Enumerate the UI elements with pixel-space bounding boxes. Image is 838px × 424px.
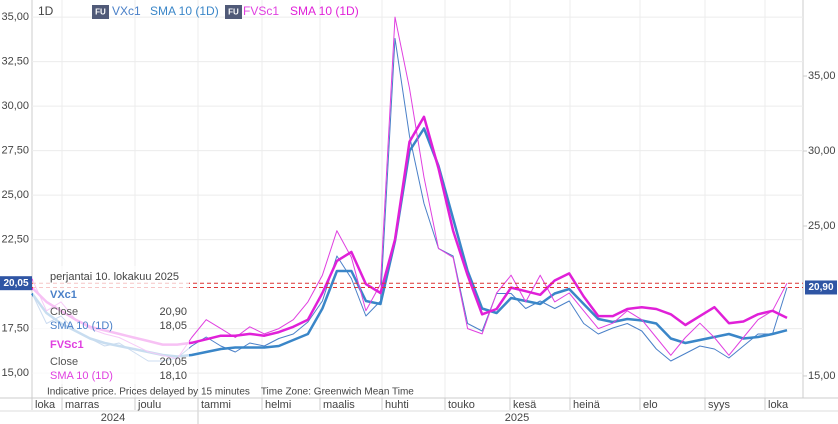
x-tick-label: elo xyxy=(643,399,658,411)
tooltip-label: SMA 10 (1D) xyxy=(50,370,113,382)
badge-text: FU xyxy=(95,8,106,17)
tooltip-value: 20,05 xyxy=(159,356,187,368)
badge-text: FU xyxy=(228,8,239,17)
y2-tick-label: 35,00 xyxy=(808,70,836,82)
tooltip-box xyxy=(33,266,189,384)
tooltip-value: 18,05 xyxy=(159,320,187,332)
y-tick-label: 32,50 xyxy=(1,55,29,67)
tooltip-label: SMA 10 (1D) xyxy=(50,320,113,332)
marker-box xyxy=(0,276,32,291)
y2-tick-label: 30,00 xyxy=(808,145,836,157)
x-tick-label: kesä xyxy=(513,399,537,411)
interval: 1D xyxy=(38,4,54,18)
tooltip-value: 18,10 xyxy=(159,370,187,382)
y-tick-label: 27,50 xyxy=(1,144,29,156)
tooltip-value: 20,90 xyxy=(159,306,187,318)
tooltip-label: Close xyxy=(50,306,78,318)
x-tick-label: helmi xyxy=(265,399,291,411)
marker-label: 20,90 xyxy=(808,282,833,293)
tooltip-date: perjantai 10. lokakuu 2025 xyxy=(50,271,179,283)
x-tick-label: huhti xyxy=(385,399,409,411)
year-label: 2025 xyxy=(505,412,529,424)
y-tick-label: 30,00 xyxy=(1,100,29,112)
x-tick-label: syys xyxy=(708,399,731,411)
y-tick-label: 15,00 xyxy=(1,367,29,379)
x-tick-label: touko xyxy=(448,399,475,411)
y-tick-label: 17,50 xyxy=(1,322,29,334)
x-tick-label: heinä xyxy=(573,399,601,411)
legend-entry: SMA 10 (1D) xyxy=(290,4,359,18)
tooltip-series: VXc1 xyxy=(50,289,77,301)
footnote: Indicative price. Prices delayed by 15 m… xyxy=(47,387,414,398)
marker-label: 20,05 xyxy=(3,278,28,289)
tooltip-label: Close xyxy=(50,356,78,368)
x-tick-label: loka xyxy=(768,399,789,411)
badge xyxy=(92,5,109,19)
legend-entry: FVSc1 xyxy=(243,4,279,18)
x-tick-label: marras xyxy=(65,399,100,411)
tooltip-series: FVSc1 xyxy=(50,339,84,351)
badge xyxy=(225,5,242,19)
y2-tick-label: 15,00 xyxy=(808,370,836,382)
y-tick-label: 25,00 xyxy=(1,189,29,201)
year-label: 2024 xyxy=(101,412,125,424)
y2-tick-label: 25,00 xyxy=(808,220,836,232)
legend-entry: VXc1 xyxy=(112,4,141,18)
x-tick-label: loka xyxy=(35,399,56,411)
x-tick-label: maalis xyxy=(323,399,355,411)
y-tick-label: 22,50 xyxy=(1,233,29,245)
x-tick-label: joulu xyxy=(137,399,161,411)
y-tick-label: 35,00 xyxy=(1,11,29,23)
x-tick-label: tammi xyxy=(201,399,231,411)
legend-entry: SMA 10 (1D) xyxy=(150,4,219,18)
marker-box xyxy=(805,280,837,295)
